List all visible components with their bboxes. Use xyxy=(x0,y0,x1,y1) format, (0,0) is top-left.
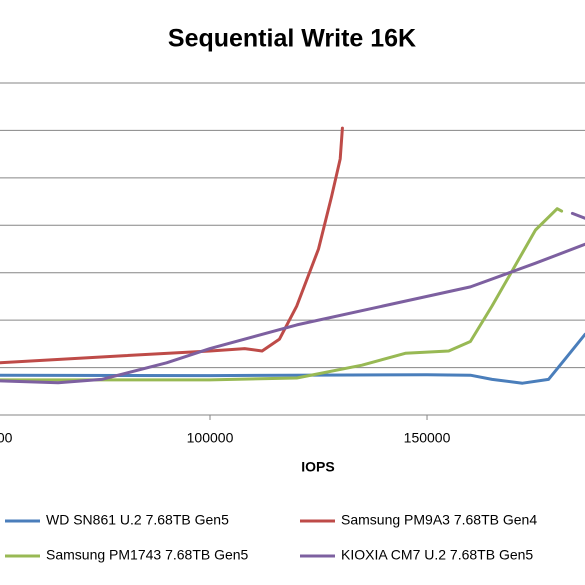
x-tick-label: 150000 xyxy=(404,430,451,446)
series-line xyxy=(0,207,564,382)
series-line xyxy=(0,211,585,385)
legend-label: KIOXIA CM7 U.2 7.68TB Gen5 xyxy=(341,547,533,563)
x-tick-label: 50000 xyxy=(0,430,13,446)
chart-title: Sequential Write 16K xyxy=(168,25,416,53)
series-line xyxy=(0,126,344,365)
legend-label: WD SN861 U.2 7.68TB Gen5 xyxy=(46,512,229,528)
x-axis-label: IOPS xyxy=(301,459,334,475)
legend-label: Samsung PM1743 7.68TB Gen5 xyxy=(46,547,249,563)
series-line xyxy=(0,332,585,385)
legend-label: Samsung PM9A3 7.68TB Gen4 xyxy=(341,512,537,528)
x-tick-label: 100000 xyxy=(187,430,234,446)
